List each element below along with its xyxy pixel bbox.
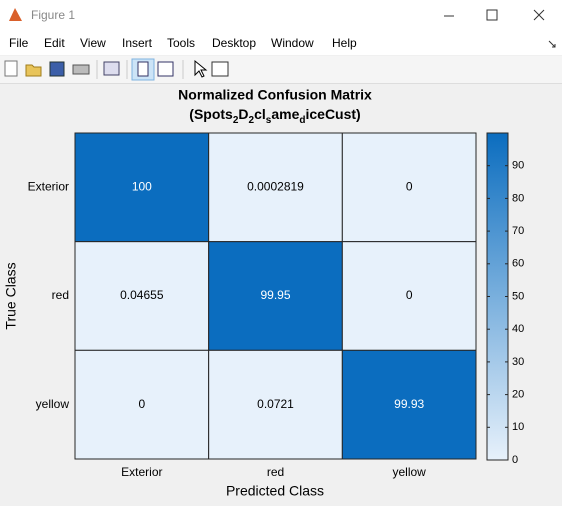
menu-item[interactable]: Edit — [44, 36, 65, 50]
menu-item[interactable]: Help — [332, 36, 357, 50]
menu-item[interactable]: Insert — [122, 36, 153, 50]
colorbar-tick-label: 30 — [512, 356, 524, 368]
subtitle-part: iceCust) — [305, 106, 360, 122]
menu-bar: File Edit View Insert Tools Desktop Wind… — [0, 32, 562, 55]
title-bar: Figure 1 — [0, 0, 562, 32]
subtitle-part: d — [299, 115, 305, 126]
print-icon[interactable] — [72, 64, 90, 75]
subtitle-part: 2 — [249, 115, 255, 126]
y-tick-label: Exterior — [28, 180, 69, 194]
colorbar-tick-label: 20 — [512, 389, 524, 401]
colorbar-icon[interactable] — [137, 61, 149, 77]
menu-item[interactable]: Desktop — [212, 36, 257, 50]
property-icon[interactable] — [211, 61, 229, 77]
x-tick-label: Exterior — [121, 465, 162, 479]
y-tick-label: red — [52, 288, 69, 302]
cell-label: 99.93 — [394, 397, 424, 411]
colorbar-tick-label: 80 — [512, 192, 524, 204]
app-icon — [9, 8, 22, 21]
chart-subtitle: (Spots2D2clsamediceCust) — [189, 106, 360, 126]
cell — [74, 349, 210, 460]
cell — [341, 241, 477, 351]
cell-label: 99.95 — [260, 288, 290, 302]
colorbar-tick-label: 70 — [512, 225, 524, 237]
menu-item[interactable]: File — [9, 36, 29, 50]
cell-label: 0.0721 — [257, 397, 294, 411]
subtitle-part: (Spots — [189, 106, 233, 122]
window-title: Figure 1 — [31, 8, 76, 22]
pointer-icon[interactable] — [194, 59, 208, 78]
chart: Normalized Confusion Matrix (Spots2D2cls… — [3, 87, 525, 499]
cell — [341, 349, 477, 460]
toolbar — [0, 56, 562, 84]
cell-label: 0.04655 — [120, 288, 164, 302]
menu-arrow — [548, 40, 556, 48]
close-button[interactable] — [533, 9, 545, 21]
subtitle-part: D — [238, 106, 248, 122]
title-bar-icons — [9, 8, 545, 21]
menu-item[interactable]: Window — [271, 36, 314, 50]
subtitle-part: cl — [254, 106, 266, 122]
colorbar-tick-label: 0 — [512, 454, 518, 466]
x-tick-label: red — [267, 465, 284, 479]
new-icon[interactable] — [4, 60, 18, 77]
cell-label: 0 — [138, 397, 145, 411]
cell — [208, 241, 343, 351]
menu-item[interactable]: Tools — [167, 36, 196, 50]
cell — [74, 132, 210, 243]
colorbar — [486, 132, 509, 461]
cell-label: 0.0002819 — [247, 180, 304, 194]
cell — [208, 349, 343, 460]
y-axis-label: True Class — [3, 262, 19, 329]
colorbar-tick-label: 50 — [512, 290, 524, 302]
cell-label: 0 — [406, 180, 413, 194]
subtitle-part: ame — [271, 106, 299, 122]
menu-item[interactable]: View — [80, 36, 106, 50]
save-icon[interactable] — [49, 61, 65, 77]
legend-icon[interactable] — [157, 61, 174, 77]
x-axis-label: Predicted Class — [226, 483, 324, 499]
open-icon[interactable] — [25, 64, 42, 77]
colorbar-tick-label: 40 — [512, 323, 524, 335]
cell-label: 100 — [132, 180, 152, 194]
cell-label: 0 — [406, 288, 413, 302]
toolbar-icons — [4, 58, 229, 81]
chart-title: Normalized Confusion Matrix — [178, 87, 372, 103]
x-tick-label: yellow — [392, 465, 426, 479]
cell — [341, 132, 477, 243]
subtitle-part: s — [266, 115, 272, 126]
maximize-button[interactable] — [486, 9, 498, 21]
link-icon[interactable] — [103, 61, 120, 76]
colorbar-tick-label: 10 — [512, 421, 524, 433]
y-tick-label: yellow — [36, 397, 70, 411]
subtitle-part: 2 — [233, 115, 239, 126]
colorbar-tick-label: 90 — [512, 160, 524, 172]
colorbar-tick-label: 60 — [512, 258, 524, 270]
